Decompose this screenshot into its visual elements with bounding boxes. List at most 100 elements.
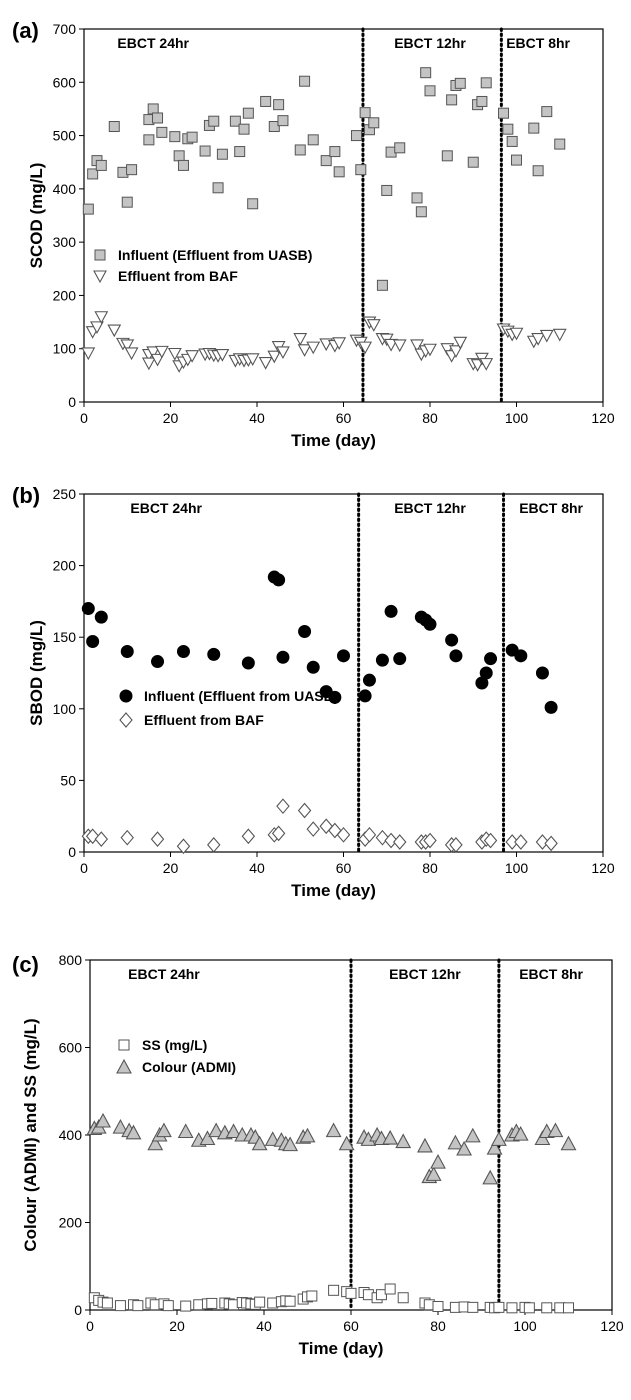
data-point <box>464 1127 481 1143</box>
data-point <box>112 1118 129 1134</box>
y-tick-label: 200 <box>53 558 77 574</box>
data-point <box>483 832 498 849</box>
data-point <box>146 346 161 360</box>
x-tick-label: 100 <box>513 1318 537 1334</box>
y-tick-label: 200 <box>53 287 77 303</box>
data-point <box>207 647 221 661</box>
legend-entry: Influent (Effluent from UASB) <box>118 247 312 263</box>
data-point <box>394 142 406 154</box>
data-point <box>423 617 437 631</box>
phase-label: EBCT 24hr <box>117 35 189 51</box>
data-point <box>121 196 133 208</box>
data-point <box>532 165 544 177</box>
data-point <box>245 353 260 366</box>
data-point <box>306 821 320 837</box>
y-tick-label: 150 <box>53 629 77 645</box>
data-point <box>90 321 104 335</box>
data-point <box>384 1283 396 1295</box>
data-point <box>484 652 498 666</box>
data-point <box>528 122 540 134</box>
data-point <box>423 832 437 849</box>
data-point <box>306 660 320 674</box>
y-tick-label: 0 <box>68 394 76 410</box>
data-point <box>415 206 427 218</box>
y-tick-label: 700 <box>53 21 77 37</box>
data-point <box>359 107 371 119</box>
data-point <box>126 164 138 176</box>
data-point <box>535 666 549 680</box>
y-tick-label: 600 <box>53 74 77 90</box>
data-point <box>225 1123 242 1139</box>
data-point <box>120 645 134 659</box>
x-tick-label: 0 <box>80 410 88 426</box>
x-axis-title: Time (day) <box>299 1339 384 1358</box>
data-point <box>332 337 347 351</box>
data-point <box>368 117 380 129</box>
data-point <box>152 112 164 124</box>
data-point <box>384 604 398 618</box>
data-point <box>306 341 321 355</box>
x-tick-label: 60 <box>343 1318 359 1334</box>
data-point <box>366 319 381 332</box>
data-point <box>299 1127 316 1143</box>
data-point <box>229 115 241 127</box>
phase-label: EBCT 24hr <box>130 500 202 516</box>
data-point <box>120 339 135 353</box>
data-point <box>282 1136 299 1152</box>
phase-label: EBCT 12hr <box>389 966 461 982</box>
data-point <box>276 650 290 664</box>
data-point <box>397 1292 409 1304</box>
data-point <box>114 1300 126 1312</box>
data-point <box>199 1130 216 1146</box>
x-tick-label: 120 <box>600 1318 624 1334</box>
data-point <box>150 353 165 367</box>
data-point <box>132 1300 144 1312</box>
data-point <box>306 1290 318 1302</box>
data-point <box>177 1123 194 1139</box>
chart-panel-0: (a) 0 20 40 60 80 100 120 0 100 200 300 400 500 600 700… <box>12 18 615 450</box>
y-tick-label: 300 <box>53 234 77 250</box>
data-point <box>544 700 558 714</box>
x-tick-label: 80 <box>422 410 438 426</box>
data-point <box>177 159 189 171</box>
data-point <box>511 154 522 166</box>
data-point <box>479 358 494 371</box>
data-point <box>162 1300 174 1312</box>
data-point <box>514 834 528 850</box>
y-tick-label: 100 <box>53 701 77 717</box>
x-tick-label: 20 <box>163 860 179 876</box>
data-point <box>547 1122 564 1138</box>
data-point <box>238 123 250 135</box>
y-tick-label: 50 <box>60 772 76 788</box>
data-point <box>320 155 332 167</box>
data-point <box>208 1122 225 1138</box>
chart-panel-2: (c) 0 20 40 60 80 100 120 0 200 400 600 800 Time (day… <box>12 952 624 1358</box>
data-point <box>430 1153 446 1169</box>
data-point <box>480 77 492 89</box>
data-point <box>329 146 341 158</box>
x-tick-label: 120 <box>591 860 615 876</box>
data-point <box>94 311 109 324</box>
legend-marker <box>94 249 106 261</box>
panel-label: (a) <box>12 18 39 43</box>
data-point <box>150 831 165 847</box>
data-point <box>554 138 566 150</box>
data-point <box>186 131 198 143</box>
data-point <box>336 826 351 843</box>
series-0 <box>82 67 566 291</box>
y-axis-title: Colour (ADMI) and SS (mg/L) <box>21 1018 40 1251</box>
data-point <box>350 130 362 142</box>
data-point <box>392 339 407 353</box>
data-point <box>147 103 159 115</box>
data-point <box>206 1297 218 1309</box>
y-tick-label: 500 <box>53 128 77 144</box>
data-point <box>82 203 94 215</box>
data-point <box>208 115 220 127</box>
y-tick-label: 600 <box>59 1040 83 1056</box>
data-point <box>267 350 282 364</box>
data-point <box>277 115 289 127</box>
data-point <box>147 1135 164 1151</box>
data-point <box>293 333 308 346</box>
y-tick-label: 0 <box>68 844 76 860</box>
data-point <box>272 573 286 587</box>
